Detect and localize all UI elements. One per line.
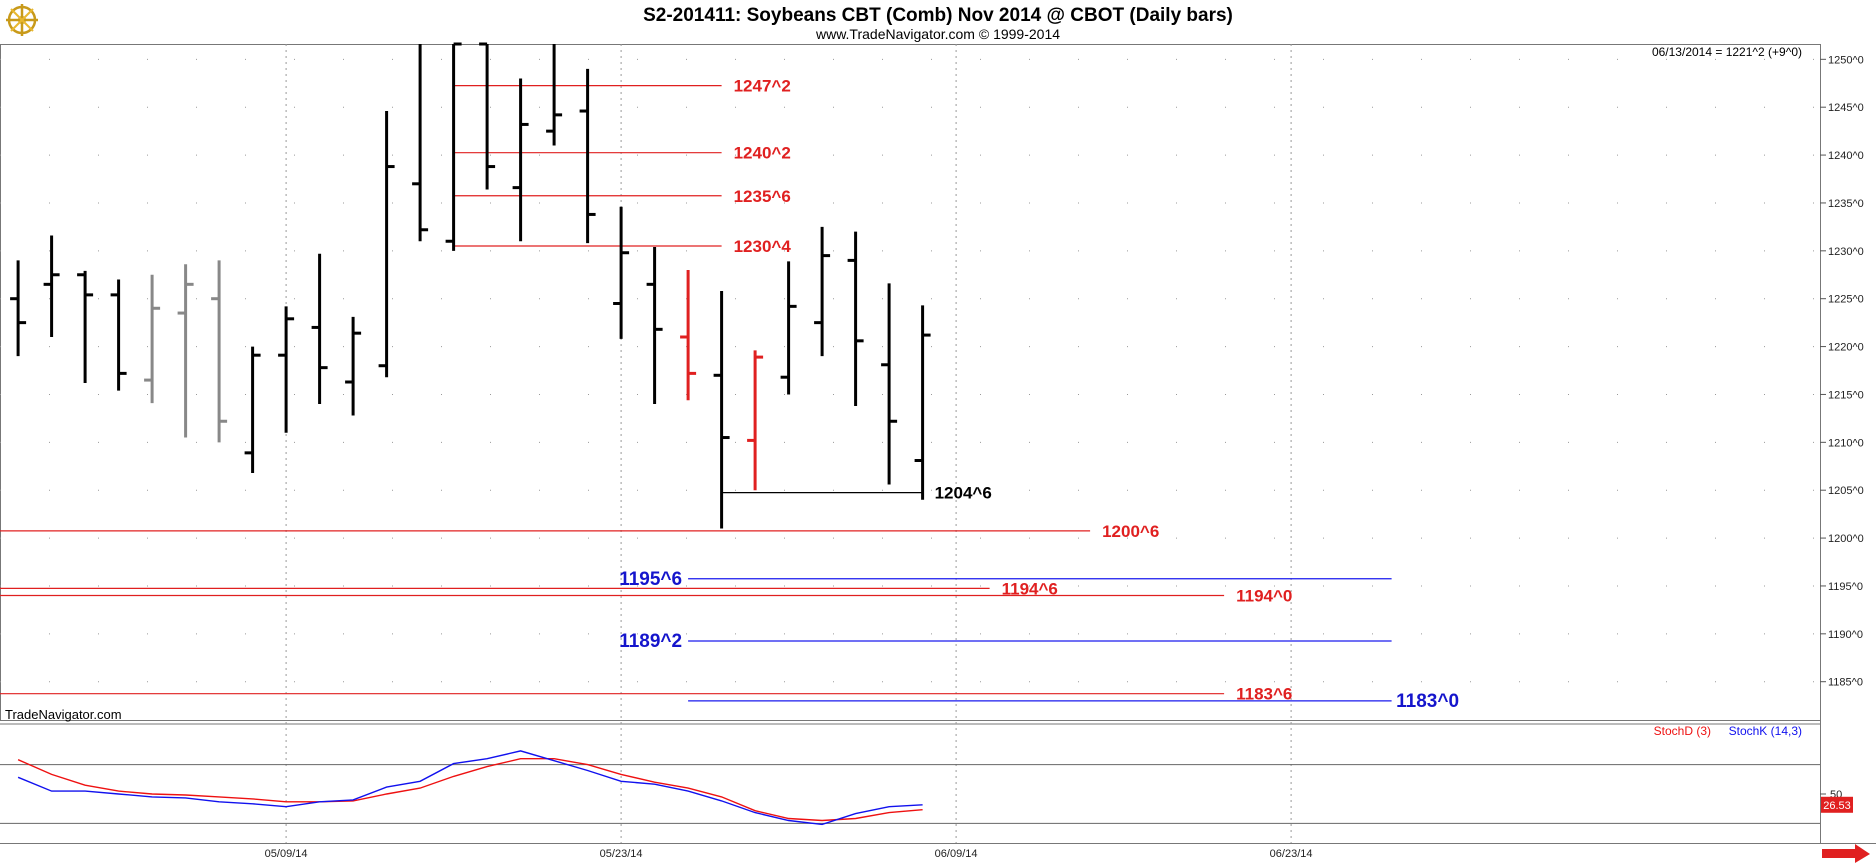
level-label: 1183^6 [1236,685,1292,704]
ohlc-bar [780,261,797,395]
y-tick-label: 1205^0 [1828,485,1864,497]
level-label: 1189^2 [619,631,682,652]
x-tick-label: 06/23/14 [1270,848,1313,860]
y-tick-label: 1245^0 [1828,102,1864,114]
level-label: 1247^2 [734,77,791,96]
levels: 1247^2 1240^2 1235^6 1230^4 1204^6 1200^6 1195… [0,77,1459,712]
ohlc-bar [43,235,60,337]
ohlc-bar [881,283,898,485]
level-label: 1194^0 [1236,587,1292,606]
level-label: 1183^0 [1396,691,1459,712]
last-price-note: 06/13/2014 = 1221^2 (+9^0) [1652,45,1802,59]
ohlc-bar [747,350,764,491]
chart-subtitle: www.TradeNavigator.com © 1999-2014 [815,26,1060,42]
y-tick-label: 1185^0 [1828,677,1863,689]
x-tick-label: 05/09/14 [265,848,308,860]
watermark: TradeNavigator.com [5,707,122,722]
ohlc-bar [77,270,94,383]
ohlc-bar [713,291,730,529]
level-label: 1235^6 [734,187,791,206]
y-tick-label: 1210^0 [1828,437,1864,449]
grid [0,44,1820,843]
ohlc-bar [311,253,328,405]
ohlc-bar [211,260,228,443]
y-tick-label: 1195^0 [1828,581,1863,593]
price-axis: 1185^0 1190^0 1195^0 1200^0 1205^0 1210^0 1215… [1820,54,1864,689]
ohlc-bar [412,44,429,242]
y-tick-label: 1230^0 [1828,246,1864,258]
ohlc-bar [680,269,697,401]
ohlc-bar [847,231,864,406]
ohlc-bar [177,264,194,438]
ohlc-bar [10,260,27,357]
ohlc-bar [546,44,563,146]
ohlc-bar [244,346,261,473]
ohlc-bar [445,42,462,251]
y-tick-label: 1190^0 [1828,629,1863,641]
level-label: 1194^6 [1002,579,1058,598]
legend-stoch-k: StochK (14,3) [1729,724,1802,738]
y-tick-label: 1240^0 [1828,150,1864,162]
x-tick-label: 05/23/14 [600,848,643,860]
ohlc-bar [646,246,663,405]
y-tick-label: 1250^0 [1828,54,1864,66]
x-tick-label: 06/09/14 [935,848,978,860]
ohlc-bar [345,316,362,416]
ohlc-bar [512,78,529,242]
level-label: 1204^6 [935,484,992,503]
date-axis: 05/09/14 05/23/14 06/09/14 06/23/14 [265,848,1313,860]
level-label: 1200^6 [1102,522,1159,541]
chart-title: S2-201411: Soybeans CBT (Comb) Nov 2014 … [643,5,1233,26]
ohlc-bar [914,305,931,500]
level-label: 1240^2 [734,144,791,163]
y-tick-label: 1200^0 [1828,533,1864,545]
legend-stoch-d: StochD (3) [1654,724,1711,738]
y-tick-label: 1225^0 [1828,294,1864,306]
price-bars [10,42,931,529]
ohlc-bar [579,68,596,244]
ohlc-bar [110,279,127,391]
trade-navigator-logo-icon [6,4,38,36]
ohlc-bar [378,111,395,378]
y-tick-label: 1235^0 [1828,198,1864,210]
ohlc-bar [613,206,630,339]
last-value-badge [1821,796,1853,813]
y-tick-label: 1215^0 [1828,389,1864,401]
ohlc-bar [144,274,161,404]
logo [6,4,38,36]
last-value-label: 26.53 [1823,800,1851,812]
y-tick-label: 1220^0 [1828,342,1864,354]
stoch-series-line [17,750,923,826]
level-label: 1230^4 [734,237,792,256]
level-label: 1195^6 [619,569,682,590]
scroll-right-icon[interactable] [1822,844,1870,863]
stoch-series-line [17,758,923,822]
ohlc-bar [479,42,496,190]
ohlc-bar [814,226,831,357]
price-panel [0,44,1821,721]
ohlc-bar [278,306,295,433]
